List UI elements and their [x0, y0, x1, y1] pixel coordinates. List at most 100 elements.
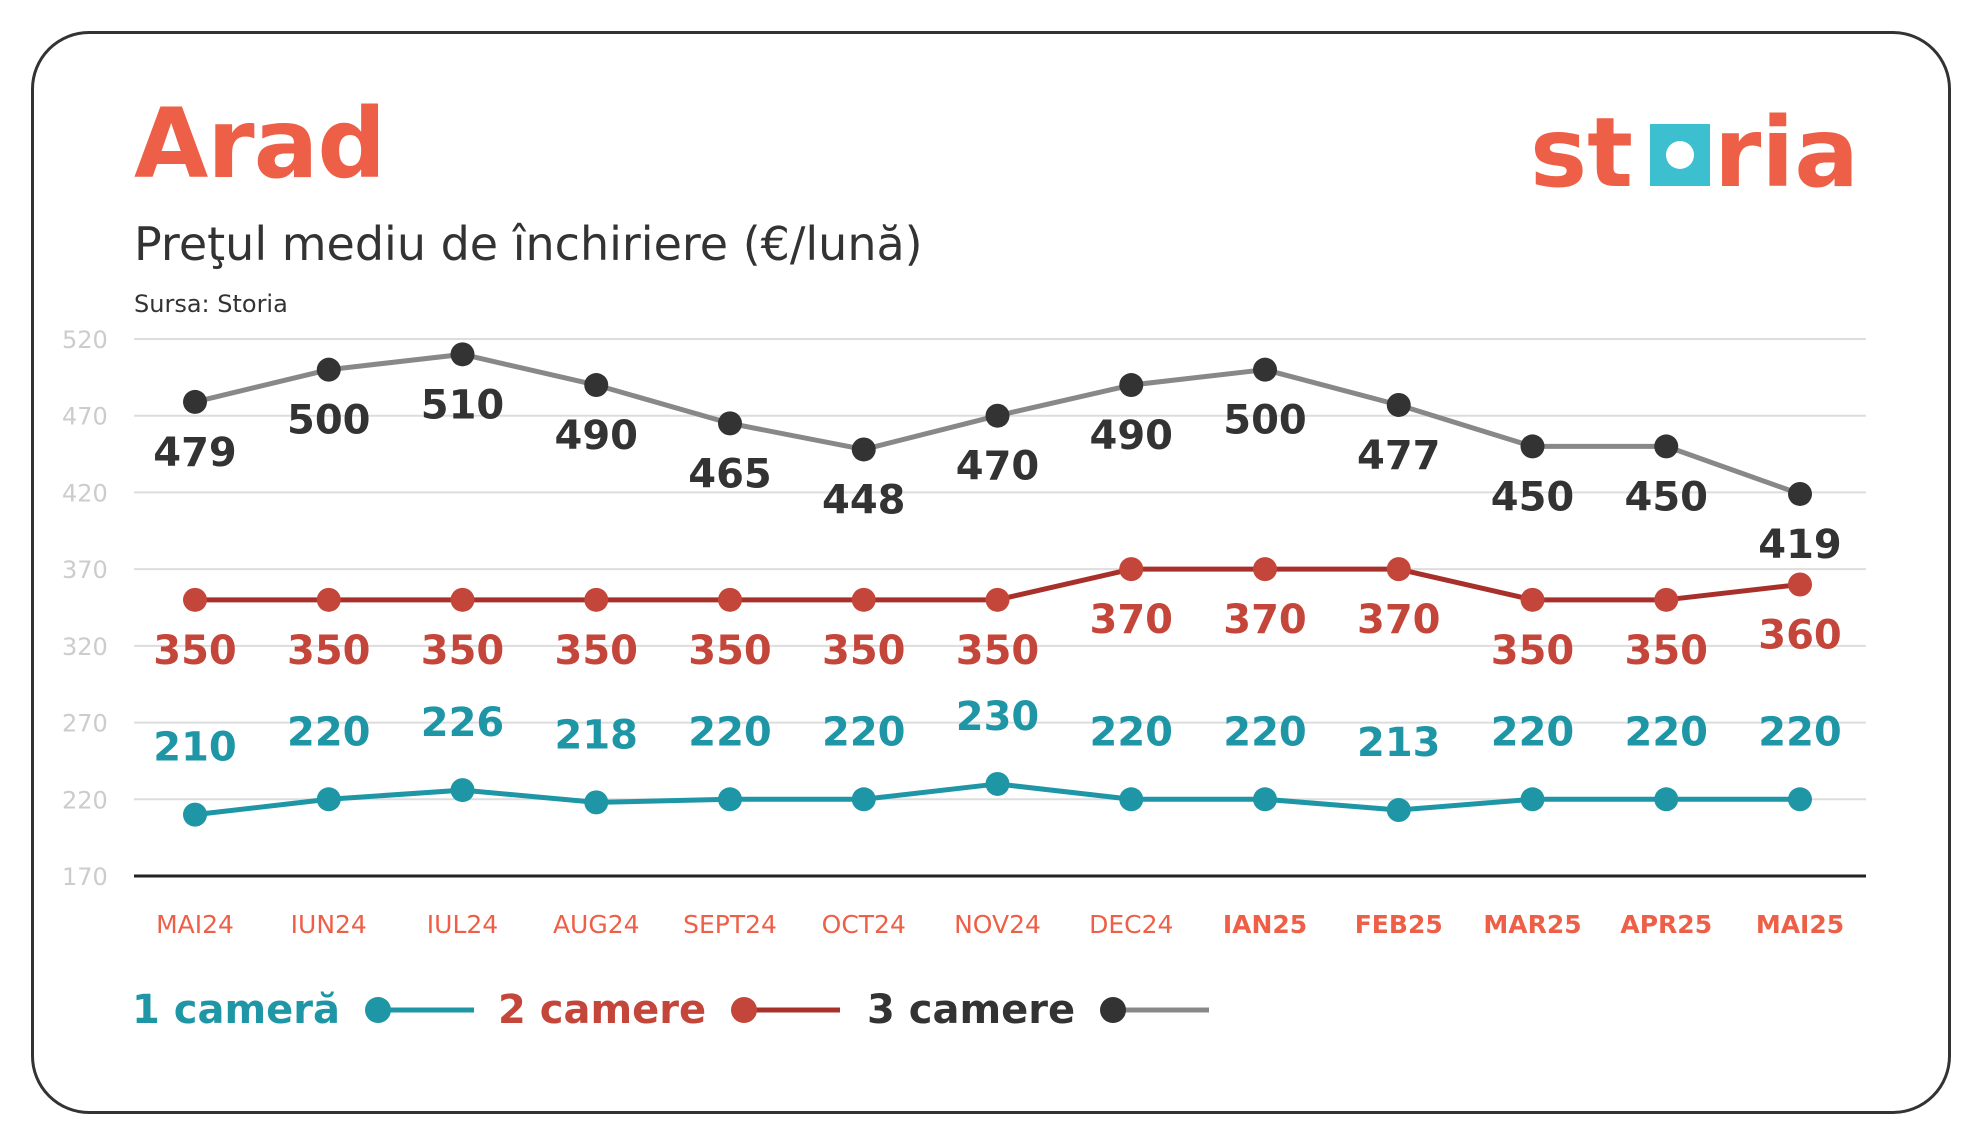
- data-point-1-camera: [1386, 798, 1411, 823]
- data-point-1-camera: [851, 787, 876, 812]
- data-point-3-camere: [316, 357, 341, 382]
- legend-symbol-1-camera: [365, 997, 474, 1023]
- logo-text-st: st: [1530, 97, 1633, 196]
- data-label-1-camera: 220: [1491, 709, 1575, 755]
- y-tick-label: 170: [62, 863, 108, 891]
- storia-logo: st ria: [1530, 97, 1859, 196]
- chart-card: [31, 31, 1951, 1114]
- x-tick-label: IAN25: [1223, 910, 1307, 939]
- y-tick-label: 520: [62, 326, 108, 354]
- source-note: Sursa: Storia: [134, 290, 288, 318]
- x-tick-label: IUN24: [291, 910, 367, 939]
- data-point-2-camere: [718, 587, 742, 612]
- x-tick-label: OCT24: [822, 910, 906, 939]
- data-point-2-camere: [1788, 572, 1812, 597]
- data-point-3-camere: [1788, 481, 1812, 506]
- data-point-1-camera: [1520, 787, 1545, 812]
- data-label-3-camere: 500: [287, 398, 371, 444]
- data-label-2-camere: 350: [688, 628, 772, 674]
- y-tick-label: 370: [62, 556, 108, 584]
- data-label-3-camere: 448: [822, 477, 906, 523]
- data-label-1-camera: 226: [421, 700, 505, 746]
- data-label-2-camere: 350: [956, 628, 1040, 674]
- data-point-3-camere: [985, 403, 1010, 428]
- data-label-2-camere: 350: [822, 628, 906, 674]
- data-point-1-camera: [183, 802, 207, 827]
- data-label-1-camera: 220: [1090, 709, 1174, 755]
- legend-label-1-camera: 1 cameră: [132, 987, 340, 1033]
- data-label-1-camera: 220: [287, 709, 371, 755]
- data-point-2-camere: [851, 587, 876, 612]
- chart-subtitle: Preţul mediu de închiriere (€/lună): [134, 217, 923, 271]
- data-label-3-camere: 477: [1357, 433, 1441, 479]
- data-point-2-camere: [450, 587, 475, 612]
- data-label-1-camera: 220: [1223, 709, 1307, 755]
- data-point-1-camera: [450, 778, 475, 803]
- data-label-2-camere: 370: [1357, 597, 1441, 643]
- data-label-2-camere: 350: [421, 628, 505, 674]
- x-tick-label: MAI24: [156, 910, 234, 939]
- data-point-1-camera: [985, 771, 1010, 796]
- x-tick-label: DEC24: [1089, 910, 1173, 939]
- x-tick-label: SEPT24: [683, 910, 777, 939]
- data-point-1-camera: [1788, 787, 1812, 812]
- legend-symbol-2-camere: [731, 997, 841, 1023]
- data-point-3-camere: [1253, 357, 1277, 382]
- data-label-2-camere: 350: [153, 628, 237, 674]
- y-tick-label: 220: [62, 786, 108, 814]
- data-label-3-camere: 490: [1090, 413, 1174, 459]
- legend-label-3-camere: 3 camere: [867, 987, 1076, 1033]
- data-label-3-camere: 510: [421, 382, 505, 428]
- data-label-1-camera: 220: [822, 709, 906, 755]
- data-point-1-camera: [1119, 787, 1144, 812]
- data-point-3-camere: [450, 342, 475, 367]
- data-label-1-camera: 220: [1758, 709, 1842, 755]
- legend-item-1-camera: 1 cameră: [132, 990, 476, 1030]
- x-tick-label: MAR25: [1483, 910, 1581, 939]
- legend: 1 cameră 2 camere 3 camere: [132, 990, 1332, 1060]
- logo-square-dot: [1666, 141, 1694, 169]
- y-tick-label: 270: [62, 710, 108, 738]
- data-label-1-camera: 213: [1357, 720, 1441, 766]
- x-tick-label: FEB25: [1355, 910, 1443, 939]
- data-label-2-camere: 360: [1758, 612, 1842, 658]
- data-point-3-camere: [1119, 373, 1144, 398]
- data-point-2-camere: [183, 587, 207, 612]
- data-point-3-camere: [1520, 434, 1545, 459]
- data-label-3-camere: 419: [1758, 522, 1842, 568]
- data-label-2-camere: 370: [1223, 597, 1307, 643]
- y-tick-label: 420: [62, 479, 108, 507]
- data-label-2-camere: 350: [1625, 628, 1709, 674]
- data-point-1-camera: [1253, 787, 1277, 812]
- data-point-1-camera: [1654, 787, 1679, 812]
- city-title: Arad: [134, 88, 386, 200]
- legend-item-3-camere: 3 camere: [867, 990, 1211, 1030]
- x-tick-label: AUG24: [553, 910, 640, 939]
- data-point-3-camere: [851, 437, 876, 462]
- data-label-3-camere: 479: [153, 430, 237, 476]
- data-point-2-camere: [1253, 557, 1277, 582]
- y-tick-label: 320: [62, 633, 108, 661]
- data-point-2-camere: [1386, 557, 1411, 582]
- data-label-3-camere: 470: [956, 444, 1040, 490]
- x-tick-label: MAI25: [1756, 910, 1844, 939]
- data-point-2-camere: [985, 587, 1010, 612]
- logo-text-ria: ria: [1714, 97, 1859, 196]
- data-label-2-camere: 350: [287, 628, 371, 674]
- data-point-1-camera: [316, 787, 341, 812]
- data-label-2-camere: 350: [555, 628, 639, 674]
- data-point-3-camere: [584, 373, 609, 398]
- data-label-1-camera: 220: [688, 709, 772, 755]
- data-label-1-camera: 218: [555, 712, 639, 758]
- legend-item-2-camere: 2 camere: [498, 990, 842, 1030]
- legend-label-2-camere: 2 camere: [498, 987, 707, 1033]
- data-label-2-camere: 350: [1491, 628, 1575, 674]
- data-point-3-camere: [1654, 434, 1679, 459]
- data-label-1-camera: 230: [956, 694, 1040, 740]
- data-label-1-camera: 220: [1625, 709, 1709, 755]
- y-tick-label: 470: [62, 403, 108, 431]
- legend-symbol-3-camere: [1100, 997, 1210, 1023]
- data-point-2-camere: [1119, 557, 1144, 582]
- data-label-2-camere: 370: [1090, 597, 1174, 643]
